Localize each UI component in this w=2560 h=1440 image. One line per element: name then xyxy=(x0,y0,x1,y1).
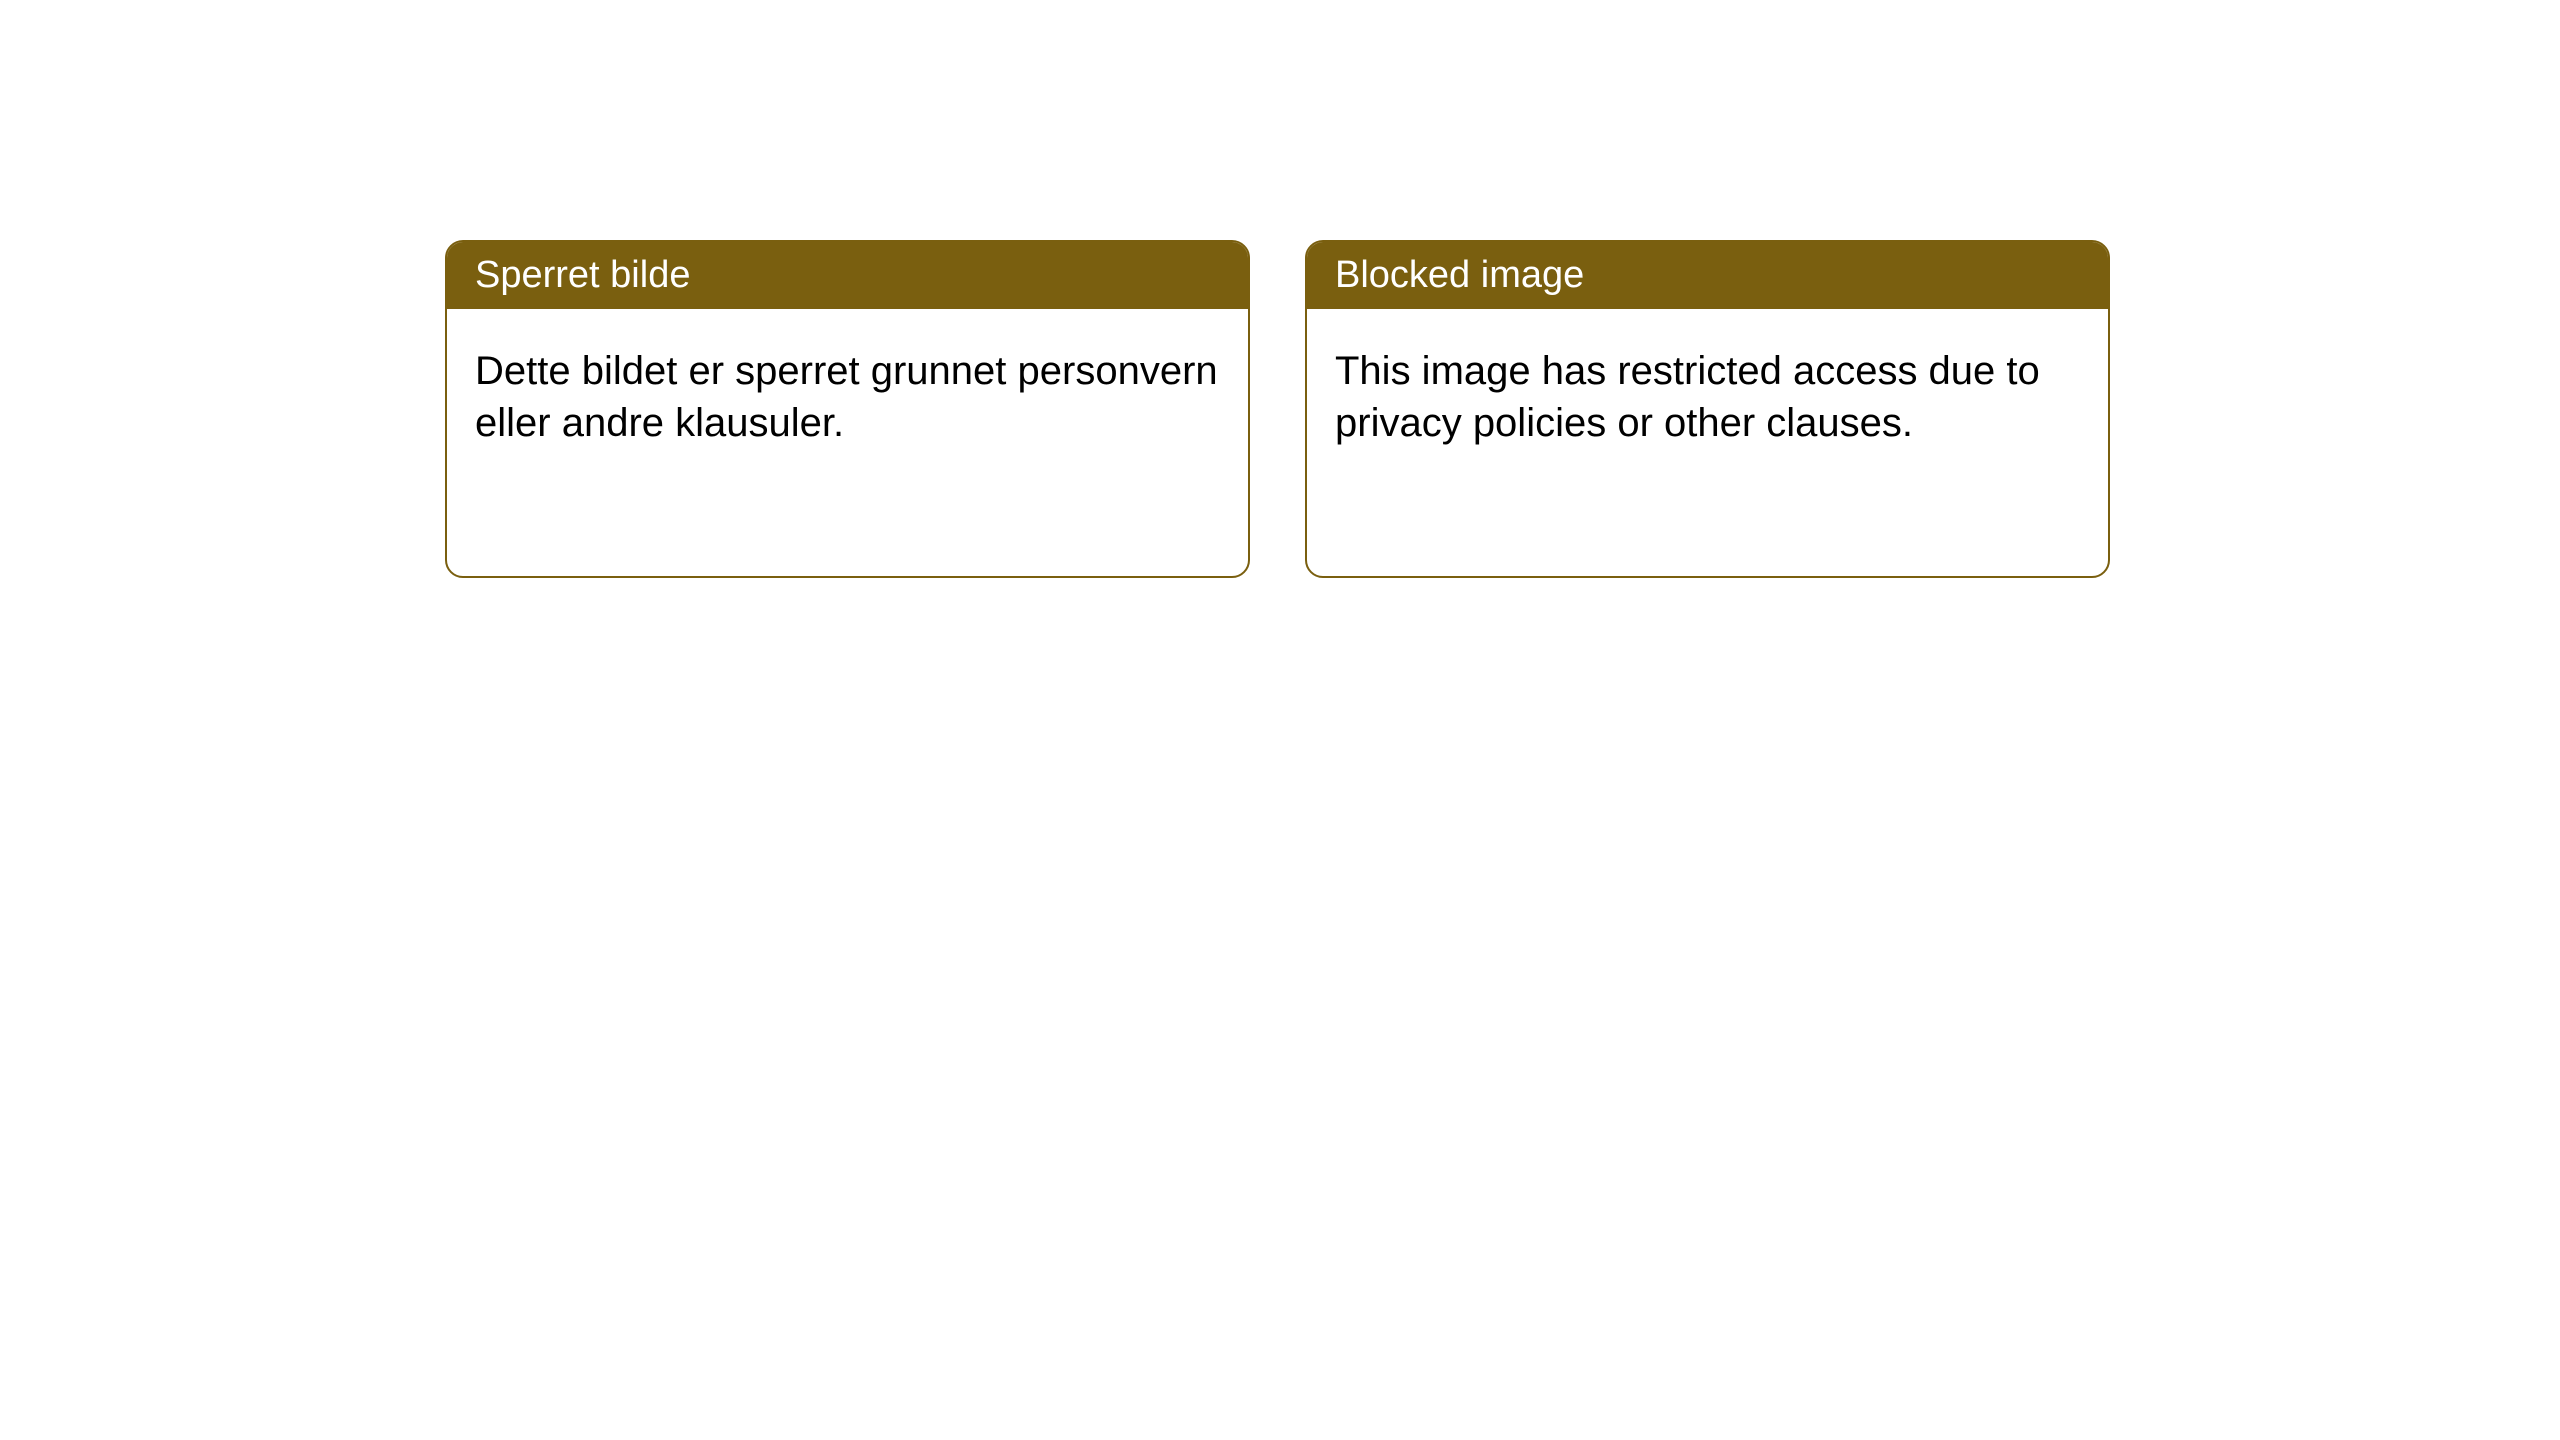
notice-body: Dette bildet er sperret grunnet personve… xyxy=(447,309,1248,485)
notice-body-text: Dette bildet er sperret grunnet personve… xyxy=(475,349,1218,445)
notice-cards-container: Sperret bilde Dette bildet er sperret gr… xyxy=(445,240,2110,578)
notice-body-text: This image has restricted access due to … xyxy=(1335,349,2040,445)
notice-title: Blocked image xyxy=(1335,254,1584,296)
notice-header: Sperret bilde xyxy=(447,242,1248,309)
notice-header: Blocked image xyxy=(1307,242,2108,309)
notice-card-english: Blocked image This image has restricted … xyxy=(1305,240,2110,578)
notice-card-norwegian: Sperret bilde Dette bildet er sperret gr… xyxy=(445,240,1250,578)
notice-body: This image has restricted access due to … xyxy=(1307,309,2108,485)
notice-title: Sperret bilde xyxy=(475,254,690,296)
